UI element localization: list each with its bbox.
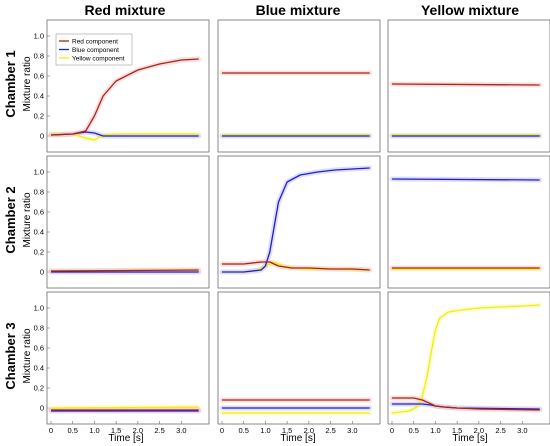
x-tick-label: 3.0 [347,426,357,435]
x-tick-label: 3.0 [517,426,527,435]
x-tick-label: 2.5 [325,426,335,435]
x-tick-label: 2.0 [474,426,484,435]
series-line-yellow-chamber-3-red-mixture [50,406,199,409]
x-tick-label: 1.0 [89,426,99,435]
ylabel-row-1: Mixture ratio [22,56,33,111]
legend: Red component Blue component Yellow comp… [55,33,133,66]
row-title-chamber-1: Chamber 1 [3,50,18,117]
panel-chamber-3-yellow-mixture: 0 0.5 1.0 1.5 2.0 2.5 3.0 [387,291,550,435]
x-tick-label: 1.0 [430,426,440,435]
panel-chamber-3-blue-mixture: 0 0.5 1.0 1.5 2.0 2.5 3.0 [217,291,381,435]
x-tick-label: 1.5 [452,426,462,435]
panel-chamber-2-yellow-mixture [387,155,550,289]
y-tick-label: 0.6 [34,208,44,217]
col-title-blue: Blue mixture [256,2,341,18]
ylabel-row-3: Mixture ratio [22,328,33,383]
y-tick-label: 0.2 [34,384,44,393]
y-tick-label: 0 [40,404,44,413]
ylabel-row-2: Mixture ratio [22,192,33,247]
y-tick-label: 0.4 [34,92,44,101]
y-tick-label: 0 [40,132,44,141]
y-tick-label: 1.0 [34,32,44,41]
panel-chamber-2-red-mixture: 0 0.2 0.4 0.6 0.8 1.0 [34,155,210,289]
y-tick-label: 0.6 [34,344,44,353]
x-tick-label: 1.5 [111,426,121,435]
y-tick-label: 0.8 [34,188,44,197]
panel-chamber-2-blue-mixture [217,155,381,289]
plot-area-chamber-1-blue-mixture [217,19,381,153]
series-line-blue-chamber-2-blue-mixture [222,167,370,273]
x-tick-label: 3.0 [176,426,186,435]
plot-area-chamber-3-red-mixture [46,291,210,425]
y-tick-label: 0.8 [34,324,44,333]
y-tick-label: 0 [40,268,44,277]
y-tick-label: 0.6 [34,72,44,81]
legend-label-red: Red component [72,39,118,46]
y-tick-label: 0.8 [34,52,44,61]
row-title-chamber-3: Chamber 3 [3,322,18,389]
y-tick-label: 1.0 [34,168,44,177]
panel-grid: 0 0.2 0.4 0.6 0.8 1.0 0 0.2 0.4 0.6 0.8 1.0 0 0.5 1.0 1… [34,19,550,435]
x-tick-label: 2.0 [133,426,143,435]
col-title-red: Red mixture [85,2,166,18]
xlabel-col-3: Time [s] [452,433,487,444]
y-tick-label: 0.4 [34,228,44,237]
series-line-red-chamber-2-red-mixture [50,269,199,272]
row-title-chamber-2: Chamber 2 [3,186,18,253]
series-line-red-chamber-1-red-mixture [50,58,199,136]
legend-label-yellow: Yellow component [72,56,125,63]
x-tick-label: 0 [220,426,224,435]
legend-label-blue: Blue component [72,47,119,54]
panel-chamber-3-red-mixture: 0 0.5 1.0 1.5 2.0 2.5 3.0 0 0.2 0.4 0.6 0.8 1.0 [34,291,210,435]
x-tick-label: 0.5 [67,426,77,435]
series-line-red-chamber-2-blue-mixture [222,261,370,271]
y-tick-label: 0.4 [34,364,44,373]
x-tick-label: 0 [49,426,53,435]
plot-area-chamber-2-red-mixture [46,155,210,289]
xlabel-col-1: Time [s] [108,433,143,444]
panel-chamber-1-blue-mixture [217,19,381,153]
y-tick-label: 1.0 [34,304,44,313]
x-tick-label: 0 [390,426,394,435]
y-tick-label: 0.2 [34,248,44,257]
x-tick-label: 2.5 [154,426,164,435]
xlabel-col-2: Time [s] [280,433,315,444]
x-tick-label: 2.5 [495,426,505,435]
series-line-red-chamber-1-yellow-mixture [391,83,540,86]
x-tick-label: 1.0 [260,426,270,435]
x-tick-label: 0.5 [238,426,248,435]
series-line-red-chamber-3-yellow-mixture [392,397,540,411]
x-tick-label: 2.0 [304,426,314,435]
panel-chamber-1-yellow-mixture [387,19,550,153]
col-title-yellow: Yellow mixture [421,2,519,18]
x-tick-label: 1.5 [282,426,292,435]
series-line-yellow-chamber-1-red-mixture [51,133,199,141]
series-line-blue-chamber-2-yellow-mixture [391,178,540,181]
x-tick-label: 0.5 [408,426,418,435]
y-tick-label: 0.2 [34,112,44,121]
plot-area-chamber-3-blue-mixture [217,291,381,425]
